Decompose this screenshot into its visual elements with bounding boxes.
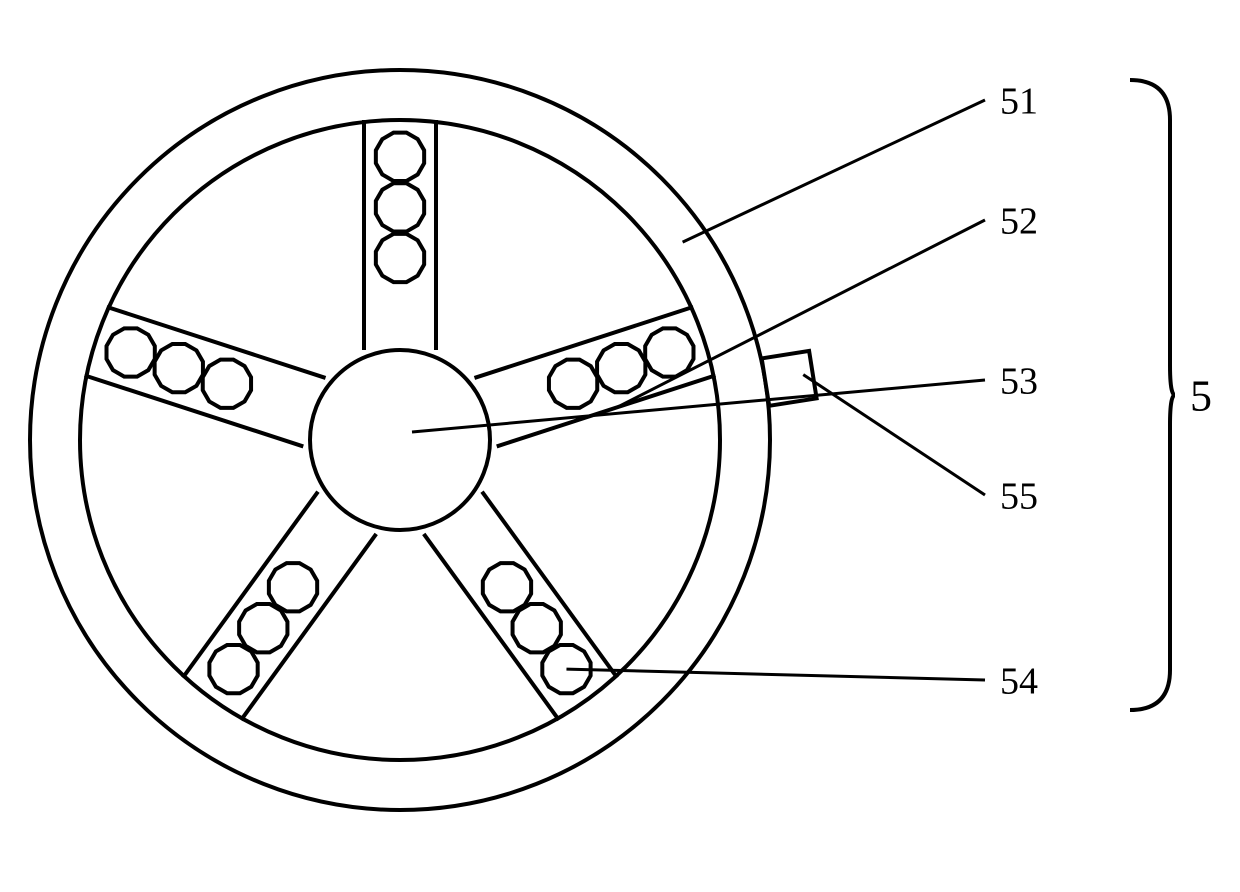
spoke-hole — [376, 133, 424, 181]
spoke-hole — [269, 563, 317, 611]
callout-label: 54 — [1000, 660, 1038, 702]
spoke-hole — [107, 328, 155, 376]
callout-label: 51 — [1000, 80, 1038, 122]
spoke-hole — [209, 645, 257, 693]
spoke — [183, 492, 376, 720]
spoke-hole — [513, 604, 561, 652]
group-label: 5 — [1190, 371, 1212, 420]
spoke-hole — [549, 360, 597, 408]
leader-line — [683, 100, 985, 242]
wheel-figure — [30, 70, 817, 810]
hub — [310, 350, 490, 530]
spoke-hole — [203, 360, 251, 408]
leader-line — [412, 380, 985, 432]
callout-label: 55 — [1000, 475, 1038, 517]
spoke-hole — [239, 604, 287, 652]
leader-line — [566, 669, 985, 680]
spoke-hole — [645, 328, 693, 376]
spoke-hole — [597, 344, 645, 392]
leader-line — [803, 375, 985, 495]
callout-label: 53 — [1000, 360, 1038, 402]
spoke-hole — [376, 183, 424, 231]
spoke-hole — [155, 344, 203, 392]
group-brace — [1130, 80, 1175, 710]
spoke-hole — [483, 563, 531, 611]
spoke-hole — [376, 234, 424, 282]
spoke — [424, 492, 617, 720]
spoke — [364, 120, 436, 350]
spoke — [85, 307, 326, 447]
callout-label: 52 — [1000, 200, 1038, 242]
